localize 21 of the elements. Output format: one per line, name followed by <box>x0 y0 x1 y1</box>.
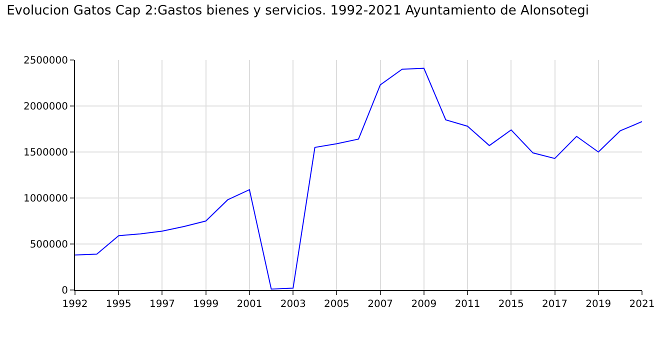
x-tick-label: 2005 <box>324 299 350 310</box>
x-tick-label: 1997 <box>150 299 175 310</box>
x-tick-label: 1999 <box>193 299 219 310</box>
x-tick-label: 2019 <box>586 299 612 310</box>
x-tick-label: 2003 <box>280 299 306 310</box>
x-tick-label: 1992 <box>62 299 88 310</box>
y-tick-label: 1000000 <box>23 194 68 204</box>
x-tick-label: 1995 <box>106 299 132 310</box>
x-tick-label: 2001 <box>236 299 262 310</box>
y-tick-label: 2500000 <box>23 56 68 66</box>
y-tick-label: 0 <box>62 286 68 296</box>
x-tick-label: 2017 <box>542 299 568 310</box>
y-tick-label: 2000000 <box>23 102 68 112</box>
x-tick-label: 2011 <box>454 299 480 310</box>
x-tick-label: 2007 <box>368 299 394 310</box>
y-tick-label: 500000 <box>30 240 68 250</box>
chart-title: Evolucion Gatos Cap 2:Gastos bienes y servicios. 1992-2021 Ayuntamiento de Alonsotegi <box>6 3 589 18</box>
x-tick-label: 2015 <box>498 299 524 310</box>
x-tick-label: 2009 <box>411 299 437 310</box>
y-tick-label: 1500000 <box>23 148 68 158</box>
x-tick-label: 2021 <box>629 299 655 310</box>
